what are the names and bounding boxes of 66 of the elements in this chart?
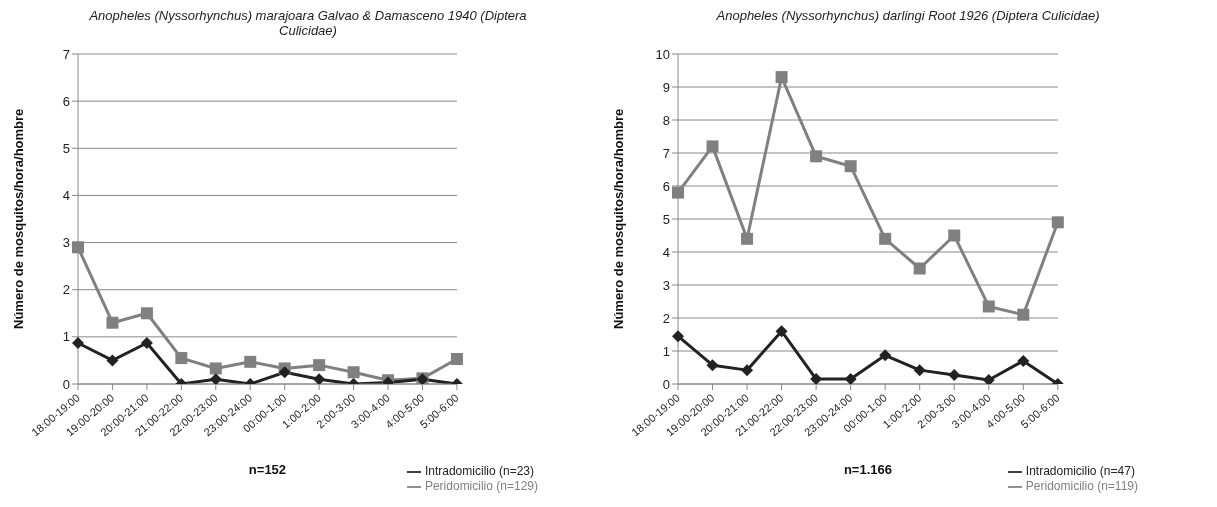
- point: [879, 232, 892, 245]
- y-tick-label: 4: [62, 188, 70, 204]
- chart-title: Anopheles (Nyssorhynchus) marajoara Galvao & Damasceno 1940 (Diptera Culicidae): [88, 8, 528, 40]
- point: [741, 364, 754, 377]
- point: [313, 373, 326, 384]
- x-axis-title: n=152: [248, 462, 287, 477]
- point: [982, 300, 995, 313]
- point: [879, 349, 892, 362]
- point: [244, 355, 257, 368]
- point: [209, 373, 222, 384]
- point: [106, 316, 119, 329]
- y-tick-label: 10: [655, 46, 670, 62]
- point: [1051, 216, 1064, 229]
- y-tick-label: 1: [662, 343, 670, 359]
- y-tick-label: 8: [662, 112, 670, 128]
- point: [913, 364, 926, 377]
- y-tick-label: 1: [62, 329, 70, 345]
- y-tick-label: 4: [662, 244, 670, 260]
- x-axis-title: n=1.166: [843, 462, 892, 477]
- y-tick-label: 5: [662, 211, 670, 227]
- point: [948, 369, 961, 382]
- point: [775, 325, 788, 338]
- point: [672, 186, 684, 199]
- y-tick-label: 6: [62, 93, 70, 109]
- point: [278, 366, 291, 379]
- point: [140, 307, 153, 320]
- point: [741, 232, 754, 245]
- y-axis-title: Número de mosquitos/hora/hombre: [610, 108, 626, 329]
- y-tick-label: 3: [62, 235, 70, 251]
- point: [913, 262, 926, 275]
- point: [209, 362, 222, 375]
- point: [140, 336, 153, 349]
- point: [72, 241, 84, 254]
- point: [844, 373, 857, 384]
- y-tick-label: 2: [62, 282, 70, 298]
- chart-title: Anopheles (Nyssorhynchus) darlingi Root 1926 (Diptera Culicidae): [715, 8, 1101, 25]
- point: [106, 354, 119, 367]
- y-tick-label: 7: [62, 46, 70, 62]
- y-tick-label: 3: [662, 277, 670, 293]
- point: [810, 150, 823, 163]
- point: [948, 229, 961, 242]
- point: [175, 352, 188, 365]
- legend-label: Peridomicilio (n=129): [424, 479, 538, 494]
- y-tick-label: 2: [662, 310, 670, 326]
- point: [72, 336, 84, 349]
- point: [313, 359, 326, 372]
- point: [844, 160, 857, 173]
- legend-label: Intradomicilio (n=23): [424, 464, 534, 479]
- y-tick-label: 6: [662, 178, 670, 194]
- point: [1017, 354, 1030, 367]
- point: [706, 359, 719, 372]
- legend-label: Intradomicilio (n=47): [1025, 464, 1135, 479]
- y-tick-label: 0: [62, 376, 70, 392]
- point: [706, 140, 719, 153]
- point: [775, 71, 788, 84]
- y-tick-label: 5: [62, 140, 70, 156]
- point: [982, 374, 995, 384]
- legend-label: Peridomicilio (n=119): [1025, 479, 1138, 494]
- point: [1017, 308, 1030, 321]
- y-axis-title: Número de mosquitos/hora/hombre: [10, 108, 26, 329]
- point: [672, 330, 684, 343]
- y-tick-label: 7: [662, 145, 670, 161]
- y-tick-label: 0: [662, 376, 670, 392]
- y-tick-label: 9: [662, 79, 670, 95]
- point: [450, 353, 463, 366]
- point: [347, 366, 360, 379]
